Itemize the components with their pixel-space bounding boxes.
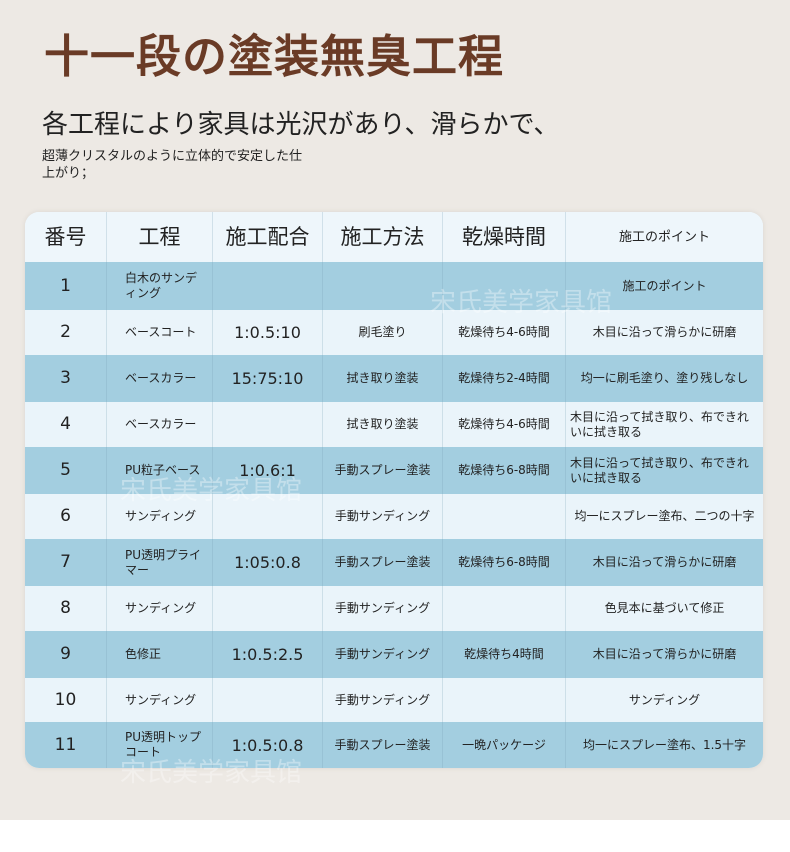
cell-points: 色見本に基づいて修正 (566, 586, 763, 631)
cell-number: 4 (25, 402, 107, 447)
table-header: 番号 工程 施工配合 施工方法 乾燥時間 施工のポイント (25, 212, 763, 262)
header-number: 番号 (25, 212, 107, 262)
cell-mix: 1:0.5:0.8 (213, 722, 323, 768)
cell-process: PU透明トップコート (107, 722, 213, 768)
cell-method: 手動スプレー塗装 (323, 539, 443, 586)
cell-points: 均一に刷毛塗り、塗り残しなし (566, 355, 763, 402)
table-row: 6 サンディング 手動サンディング 均一にスプレー塗布、二つの十字 (25, 494, 763, 539)
cell-method: 手動スプレー塗装 (323, 722, 443, 768)
cell-mix: 1:0.5:2.5 (213, 631, 323, 678)
cell-mix: 1:0.5:10 (213, 310, 323, 355)
cell-number: 6 (25, 494, 107, 539)
table-row: 10 サンディング 手動サンディング サンディング (25, 678, 763, 722)
cell-points: 木目に沿って拭き取り、布できれいに拭き取る (566, 447, 763, 494)
cell-drying: 乾燥待ち6-8時間 (443, 447, 566, 494)
table-row: 3 ベースカラー 15:75:10 拭き取り塗装 乾燥待ち2-4時間 均一に刷毛塗り、塗り… (25, 355, 763, 402)
description: 超薄クリスタルのように立体的で安定した仕上がり； (42, 149, 303, 181)
cell-points: 均一にスプレー塗布、1.5十字 (566, 722, 763, 768)
cell-drying: 乾燥待ち6-8時間 (443, 539, 566, 586)
cell-mix (213, 678, 323, 722)
cell-method: 拭き取り塗装 (323, 355, 443, 402)
cell-method: 拭き取り塗装 (323, 402, 443, 447)
cell-mix (213, 494, 323, 539)
cell-number: 5 (25, 447, 107, 494)
cell-drying (443, 678, 566, 722)
cell-points: 木目に沿って滑らかに研磨 (566, 631, 763, 678)
cell-number: 3 (25, 355, 107, 402)
header-drying: 乾燥時間 (443, 212, 566, 262)
cell-process: PU粒子ベース (107, 447, 213, 494)
header-method: 施工方法 (323, 212, 443, 262)
cell-method: 手動サンディング (323, 631, 443, 678)
cell-number: 2 (25, 310, 107, 355)
cell-method: 手動スプレー塗装 (323, 447, 443, 494)
table-row: 7 PU透明プライマー 1:05:0.8 手動スプレー塗装 乾燥待ち6-8時間 木目に沿っ… (25, 539, 763, 586)
cell-points: 均一にスプレー塗布、二つの十字 (566, 494, 763, 539)
table-row: 4 ベースカラー 拭き取り塗装 乾燥待ち4-6時間 木目に沿って拭き取り、布できれいに拭… (25, 402, 763, 447)
cell-drying: 乾燥待ち4-6時間 (443, 402, 566, 447)
table-row: 11 PU透明トップコート 1:0.5:0.8 手動スプレー塗装 一晩パッケージ 均一にス… (25, 722, 763, 768)
header-mix: 施工配合 (213, 212, 323, 262)
table-row: 9 色修正 1:0.5:2.5 手動サンディング 乾燥待ち4時間 木目に沿って滑らかに研磨 (25, 631, 763, 678)
cell-mix (213, 262, 323, 310)
cell-drying: 乾燥待ち2-4時間 (443, 355, 566, 402)
cell-process: ベースカラー (107, 402, 213, 447)
cell-drying: 一晩パッケージ (443, 722, 566, 768)
table-row: 8 サンディング 手動サンディング 色見本に基づいて修正 (25, 586, 763, 631)
page-title: 十一段の塗装無臭工程 (44, 30, 505, 83)
cell-mix: 1:05:0.8 (213, 539, 323, 586)
cell-points: サンディング (566, 678, 763, 722)
cell-points: 木目に沿って滑らかに研磨 (566, 539, 763, 586)
cell-mix (213, 586, 323, 631)
cell-number: 8 (25, 586, 107, 631)
cell-method: 手動サンディング (323, 586, 443, 631)
subtitle: 各工程により家具は光沢があり、滑らかで、 (42, 110, 560, 140)
cell-number: 11 (25, 722, 107, 768)
cell-drying (443, 262, 566, 310)
header-process: 工程 (107, 212, 213, 262)
table-row: 5 PU粒子ベース 1:0.6:1 手動スプレー塗装 乾燥待ち6-8時間 木目に沿って拭き… (25, 447, 763, 494)
cell-number: 9 (25, 631, 107, 678)
cell-mix: 1:0.6:1 (213, 447, 323, 494)
cell-mix: 15:75:10 (213, 355, 323, 402)
cell-process: サンディング (107, 678, 213, 722)
cell-drying (443, 494, 566, 539)
cell-process: PU透明プライマー (107, 539, 213, 586)
cell-process: ベースカラー (107, 355, 213, 402)
cell-number: 10 (25, 678, 107, 722)
cell-process: ベースコート (107, 310, 213, 355)
header-points: 施工のポイント (566, 212, 763, 262)
cell-mix (213, 402, 323, 447)
cell-process: 色修正 (107, 631, 213, 678)
cell-process: 白木のサンディング (107, 262, 213, 310)
bottom-band (0, 820, 790, 852)
cell-method: 手動サンディング (323, 494, 443, 539)
cell-drying: 乾燥待ち4時間 (443, 631, 566, 678)
cell-method (323, 262, 443, 310)
process-table: 番号 工程 施工配合 施工方法 乾燥時間 施工のポイント 1 白木のサンディング施… (25, 212, 763, 768)
table-row: 2 ベースコート 1:0.5:10 刷毛塗り 乾燥待ち4-6時間 木目に沿って滑らかに研磨 (25, 310, 763, 355)
cell-number: 1 (25, 262, 107, 310)
cell-number: 7 (25, 539, 107, 586)
cell-drying (443, 586, 566, 631)
table-row: 1 白木のサンディング 施工のポイント (25, 262, 763, 310)
cell-process: サンディング (107, 494, 213, 539)
cell-method: 手動サンディング (323, 678, 443, 722)
cell-points: 木目に沿って滑らかに研磨 (566, 310, 763, 355)
cell-points: 木目に沿って拭き取り、布できれいに拭き取る (566, 402, 763, 447)
cell-method: 刷毛塗り (323, 310, 443, 355)
cell-drying: 乾燥待ち4-6時間 (443, 310, 566, 355)
cell-points: 施工のポイント (566, 262, 763, 310)
cell-process: サンディング (107, 586, 213, 631)
